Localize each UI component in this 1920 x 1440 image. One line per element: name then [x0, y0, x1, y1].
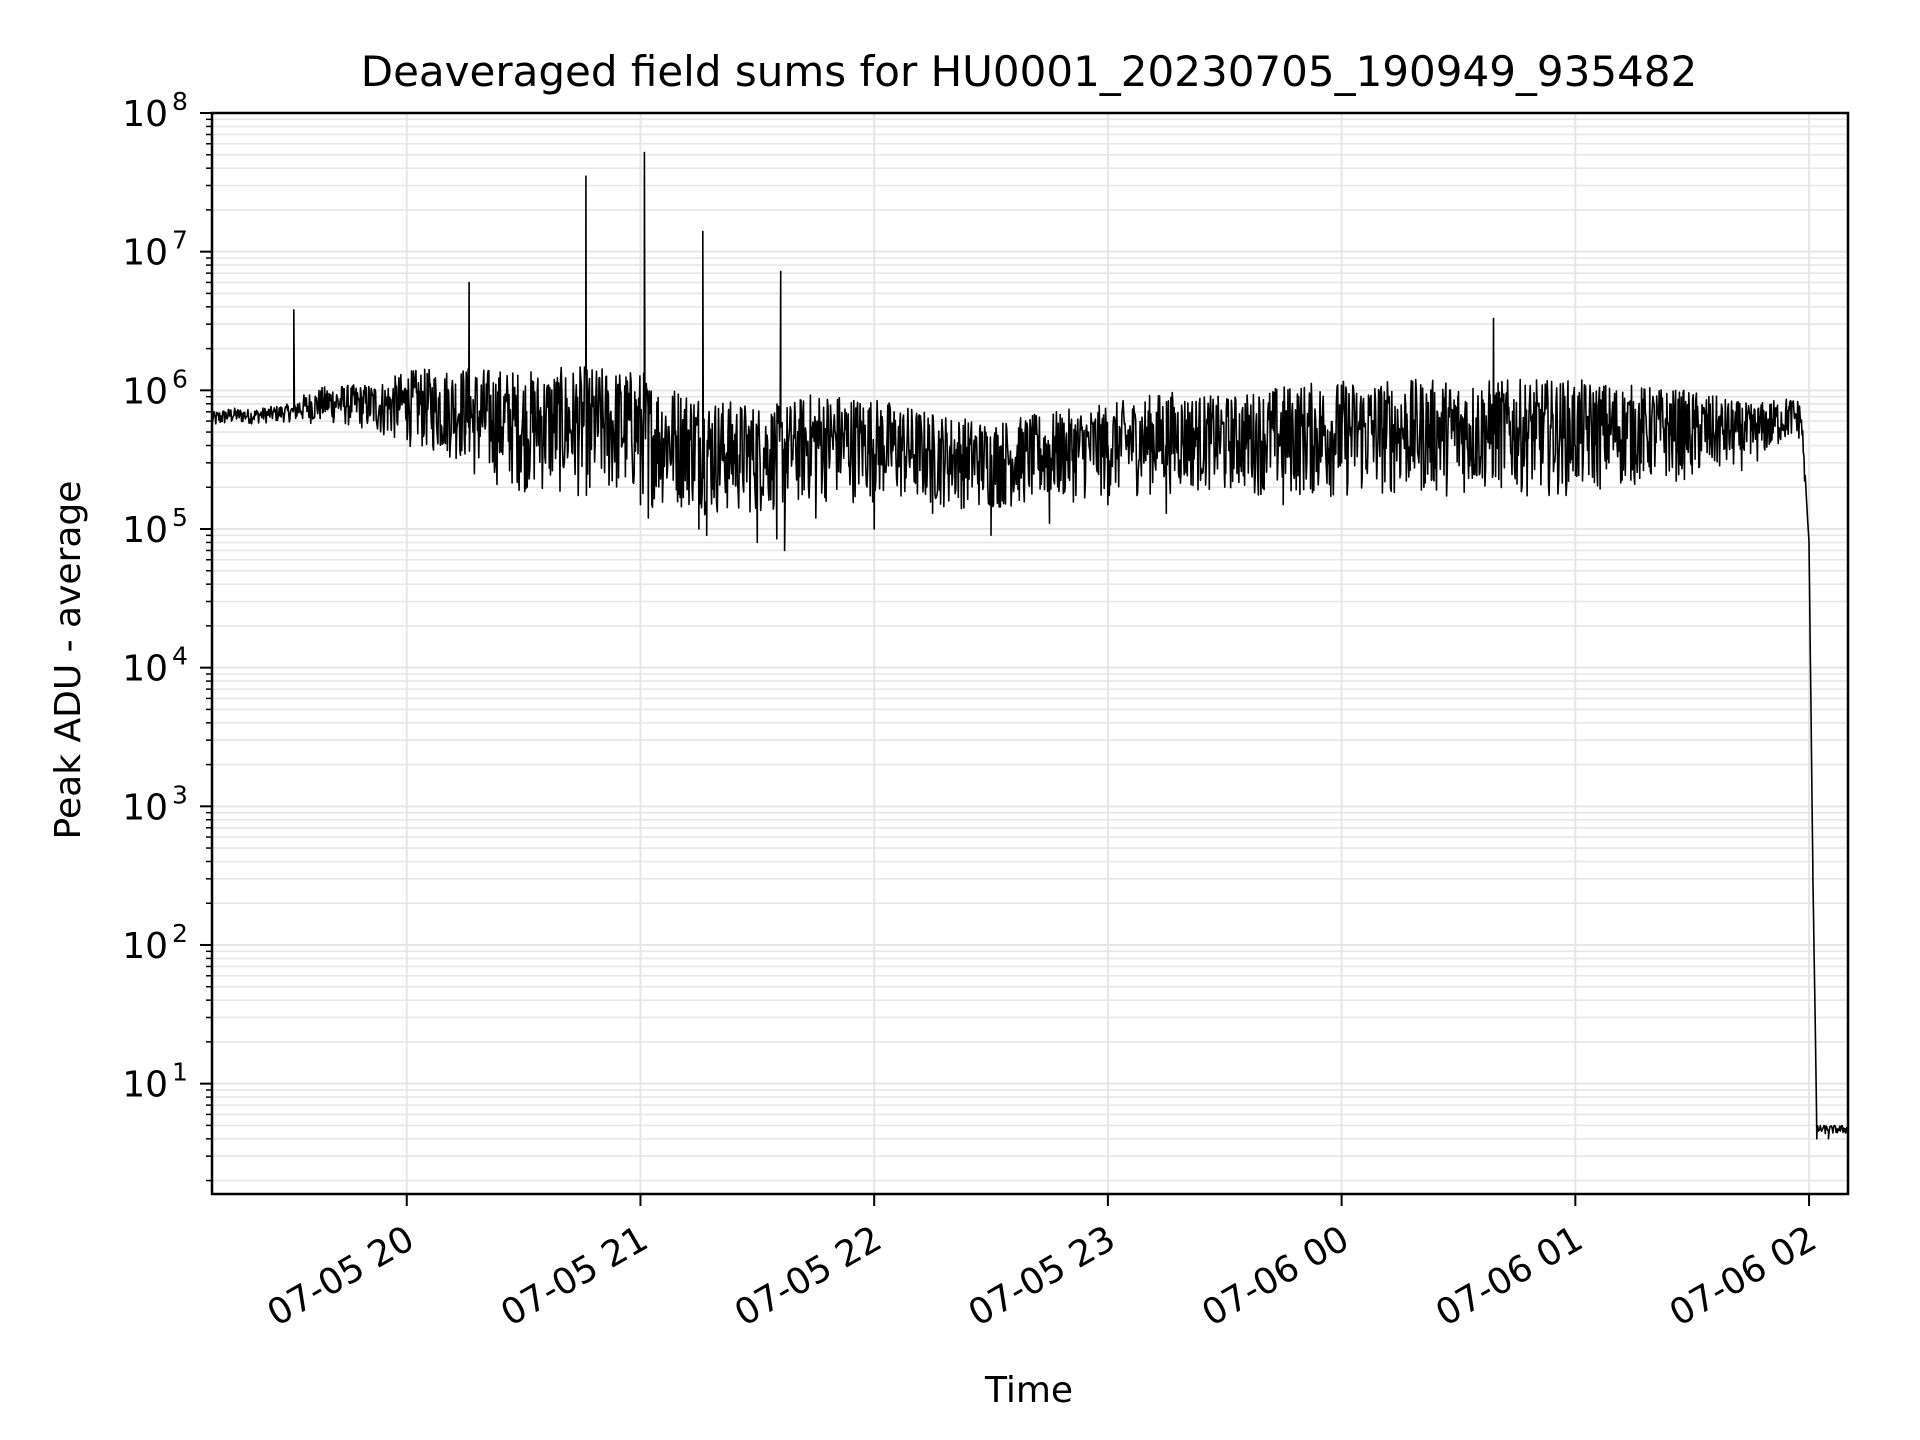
y-tick-label: 10 3 — [122, 780, 188, 828]
x-tick-label: 07-06 00 — [1195, 1218, 1356, 1334]
data-line-layer — [211, 151, 1849, 1140]
axes-layer — [210, 111, 1850, 1196]
x-axis-label: Time — [984, 1370, 1073, 1411]
y-tick-label: 10 8 — [122, 87, 188, 135]
y-tick-label: 10 7 — [122, 226, 188, 274]
x-tick-label: 07-06 02 — [1663, 1218, 1824, 1334]
series-line — [211, 151, 1849, 1140]
x-tick-label: 07-05 22 — [728, 1218, 889, 1334]
x-tick-label: 07-05 21 — [494, 1218, 655, 1334]
x-tick-label: 07-05 20 — [261, 1218, 422, 1334]
axes-frame — [210, 111, 1850, 1196]
y-tick-label: 10 1 — [122, 1058, 188, 1106]
chart-title: Deaveraged field sums for HU0001_2023070… — [361, 47, 1698, 96]
grid-layer — [212, 113, 1848, 1194]
y-tick-label: 10 5 — [122, 503, 188, 551]
y-tick-label: 10 4 — [122, 642, 188, 690]
y-tick-label: 10 6 — [122, 364, 188, 412]
x-tick-label: 07-05 23 — [962, 1218, 1123, 1334]
y-tick-label: 10 2 — [122, 919, 188, 967]
y-axis-label: Peak ADU - average — [48, 481, 89, 840]
x-tick-label: 07-06 01 — [1429, 1218, 1590, 1334]
tick-layer: 07-05 20 07-05 21 07-05 22 07-05 23 07-06 00… — [122, 87, 1823, 1335]
